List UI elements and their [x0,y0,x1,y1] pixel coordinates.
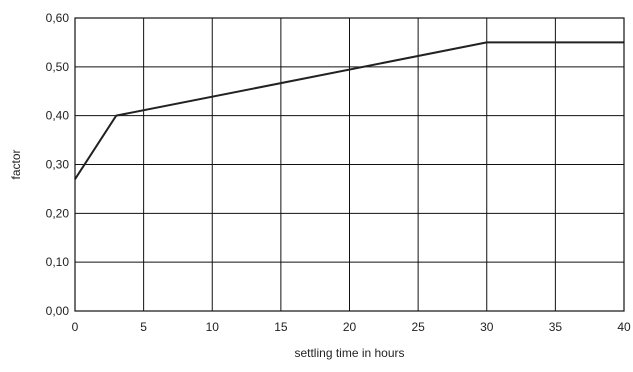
x-tick-labels: 0 5 10 15 20 25 30 35 40 [72,320,631,334]
y-axis-label: factor [9,149,23,179]
series-layer [74,41,624,180]
x-tick-label: 10 [206,320,220,334]
plot-frame [74,17,625,312]
x-tick-label: 30 [480,320,494,334]
x-tick-label: 15 [274,320,288,334]
x-tick-label: 35 [549,320,563,334]
series-line [74,41,624,180]
y-tick-label: 0,00 [46,304,70,318]
y-tick-label: 0,40 [46,109,70,123]
x-tick-label: 20 [343,320,357,334]
x-tick-label: 5 [140,320,147,334]
grid-layer [74,17,625,312]
y-tick-label: 0,60 [46,11,70,25]
y-tick-labels: 0,00 0,10 0,20 0,30 0,40 0,50 0,60 [46,11,70,318]
y-tick-label: 0,50 [46,60,70,74]
y-tick-label: 0,10 [46,255,70,269]
y-tick-label: 0,30 [46,158,70,172]
x-tick-label: 25 [411,320,425,334]
x-axis-label: settling time in hours [294,346,404,360]
x-tick-label: 40 [617,320,631,334]
y-tick-label: 0,20 [46,206,70,220]
x-tick-label: 0 [72,320,79,334]
